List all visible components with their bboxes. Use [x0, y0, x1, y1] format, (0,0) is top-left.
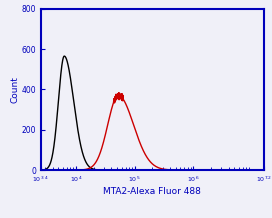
- Y-axis label: Count: Count: [11, 76, 20, 103]
- X-axis label: MTA2-Alexa Fluor 488: MTA2-Alexa Fluor 488: [103, 187, 201, 196]
